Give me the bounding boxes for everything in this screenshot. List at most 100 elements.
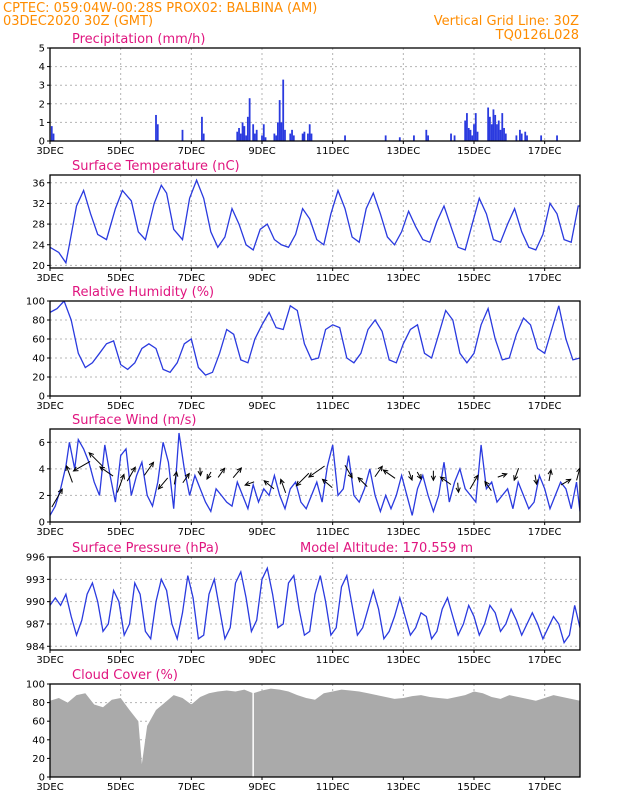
plot-area [50,684,580,777]
y-tick-label: 3 [39,81,45,92]
wind-arrow-shaft [158,477,169,490]
wind-arrow [455,482,461,494]
precip-bar [241,122,244,141]
x-tick-label: 17DEC [528,655,562,666]
y-tick-label: 40 [32,354,45,365]
y-tick-label: 0 [39,392,45,403]
y-tick-label: 20 [32,261,45,272]
wind-arrow-shaft [408,470,413,481]
wind-arrow-shaft [374,466,383,478]
wind-arrow-shaft [143,462,154,476]
x-tick-label: 3DEC [36,146,63,157]
wind-arrow-head [533,479,539,486]
precip-bar [284,129,286,141]
precip-bar [52,133,55,141]
x-tick-label: 13DEC [386,527,420,538]
y-tick-label: 60 [32,335,45,346]
wind-arrow-head [382,469,389,475]
x-tick-label: 9DEC [248,655,275,666]
y-tick-label: 2 [39,491,45,502]
wind-arrow-shaft [244,481,255,486]
wind-arrow-shaft [440,476,452,485]
wind-arrow-head [357,476,364,483]
wind-arrow [408,470,414,482]
x-tick-label: 5DEC [107,273,134,284]
precip-bar [489,116,491,141]
y-tick-label: 984 [26,642,45,653]
wind-arrow [484,480,492,491]
wind-arrow-head [219,467,226,474]
wind-arrow [263,479,275,490]
wind-arrow-shaft [322,478,333,488]
wind-arrow-shaft [217,467,225,478]
precip-bar [344,135,346,141]
panel-frame [49,47,581,142]
wind-arrow-head [206,473,212,480]
y-tick-label: 32 [32,199,45,210]
wind-arrow-head [184,472,190,479]
x-tick-label: 13DEC [386,782,420,793]
x-tick-label: 5DEC [107,146,134,157]
x-tick-label: 17DEC [528,273,562,284]
wind-arrow-head [72,466,79,472]
x-tick-label: 17DEC [528,146,562,157]
x-tick-label: 9DEC [248,273,275,284]
panel-title: Surface Temperature (nC) [72,159,240,174]
wind-arrow-head [279,478,285,485]
precip-bar [490,124,493,141]
wind-arrow-shaft [173,471,178,485]
precip-bar [503,127,505,141]
y-tick-label: 80 [32,698,45,709]
precip-bar [398,137,401,141]
wind-arrow-shaft [484,481,492,491]
wind-arrow-head [130,466,136,473]
precip-bar [515,135,518,141]
wind-arrow [72,460,91,472]
wind-arrow-shaft [513,468,520,481]
panel-title: Surface Pressure (hPa) [72,541,219,556]
chart-panels: 0 1 2 3 4 5 3DEC 5DEC 7DEC 9DEC 11DEC 13DEC 15DEC 17D… [26,32,581,793]
x-tick-label: 13DEC [386,273,420,284]
precip-bar [501,113,504,141]
precip-bar [277,122,279,141]
y-tick-label: 0 [39,137,45,148]
panel-frame [49,556,581,651]
cloud-cover-area [50,688,580,777]
precip-bar [280,122,283,141]
temperature-line [50,178,580,265]
y-tick-label: 5 [39,44,45,55]
precip-bar [492,109,495,141]
precip-bar [155,114,157,141]
wind-arrow-head [173,470,179,477]
wind-arrow [344,465,353,479]
wind-arrow-head [88,451,95,458]
precip-bar [524,131,527,141]
x-tick-label: 3DEC [36,401,63,412]
precip-bar [464,120,467,141]
y-tick-label: 996 [26,553,45,564]
wind-arrow [547,468,553,482]
wind-arrow [560,478,572,486]
wind-arrow [51,488,63,508]
wind-arrow-shaft [576,467,580,481]
y-tick-label: 100 [26,297,45,308]
header-grid-line-note: Vertical Grid Line: 30Z [434,14,579,29]
wind-arrow-head [148,461,155,468]
wind-arrow-shaft [308,465,325,478]
precip-bar [278,100,281,141]
wind-arrow [182,472,190,484]
x-tick-label: 11DEC [316,782,350,793]
wind-arrow-shaft [560,478,571,486]
panel-precipitation: 0 1 2 3 4 5 3DEC 5DEC 7DEC 9DEC 11DEC 13DEC 15DEC 17D… [36,32,581,157]
x-tick-label: 7DEC [178,273,205,284]
wind-arrow [497,472,508,478]
precip-bar [275,135,278,141]
panel-title: Precipitation (mm/h) [72,32,205,47]
wind-arrow [217,467,226,478]
precip-bar [291,129,293,141]
wind-arrow-head [416,473,422,480]
precip-bar [303,131,306,141]
wind-arrow [126,466,136,482]
x-tick-label: 9DEC [248,782,275,793]
x-tick-label: 11DEC [316,146,350,157]
